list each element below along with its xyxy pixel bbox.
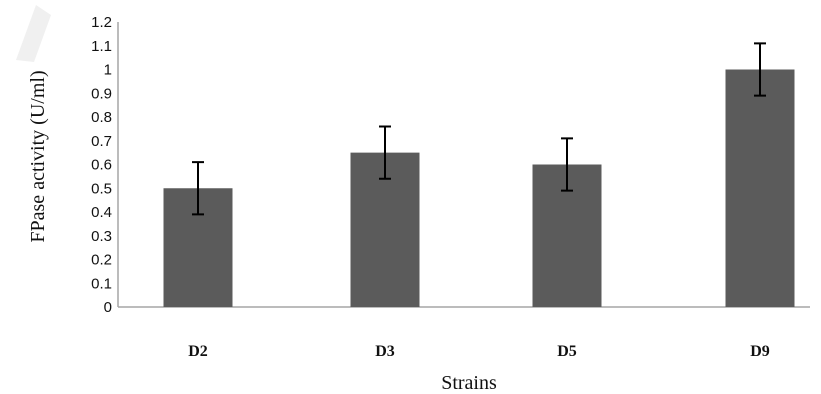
y-axis-title: FPase activity (U/ml) (27, 70, 49, 242)
y-tick-label: 0 (104, 299, 112, 316)
y-tick-label: 1.1 (91, 38, 112, 55)
error-bar (754, 42, 766, 97)
x-tick-label: D3 (375, 343, 395, 360)
error-bar (379, 125, 391, 180)
y-tick-label: 0.4 (91, 204, 112, 221)
y-tick-label: 0.3 (91, 228, 112, 245)
x-tick-label: D9 (750, 343, 770, 360)
y-tick-label: 0.5 (91, 180, 112, 197)
y-tick-label: 0.1 (91, 275, 112, 292)
y-tick-label: 0.6 (91, 157, 112, 174)
y-tick-label: 1.2 (91, 14, 112, 31)
error-bar (192, 161, 204, 216)
watermark-logo (6, 0, 76, 70)
y-tick-label: 1 (104, 62, 112, 79)
error-bar (561, 137, 573, 192)
x-tick-label: D5 (557, 343, 577, 360)
y-tick-label: 0.7 (91, 133, 112, 150)
bar (725, 69, 795, 307)
y-tick-label: 0.8 (91, 109, 112, 126)
error-bars (192, 42, 766, 216)
bars (163, 69, 795, 307)
x-tick-label: D2 (188, 343, 208, 360)
x-axis-tick-labels: D2 D3 D5 D9 (188, 343, 770, 360)
y-tick-label: 0.2 (91, 252, 112, 269)
y-tick-label: 0.9 (91, 85, 112, 102)
y-axis-ticks: 0 0.1 0.2 0.3 0.4 0.5 0.6 0.7 0.8 0.9 1 1.1 1.2 (91, 14, 112, 316)
x-axis-title: Strains (441, 372, 497, 394)
